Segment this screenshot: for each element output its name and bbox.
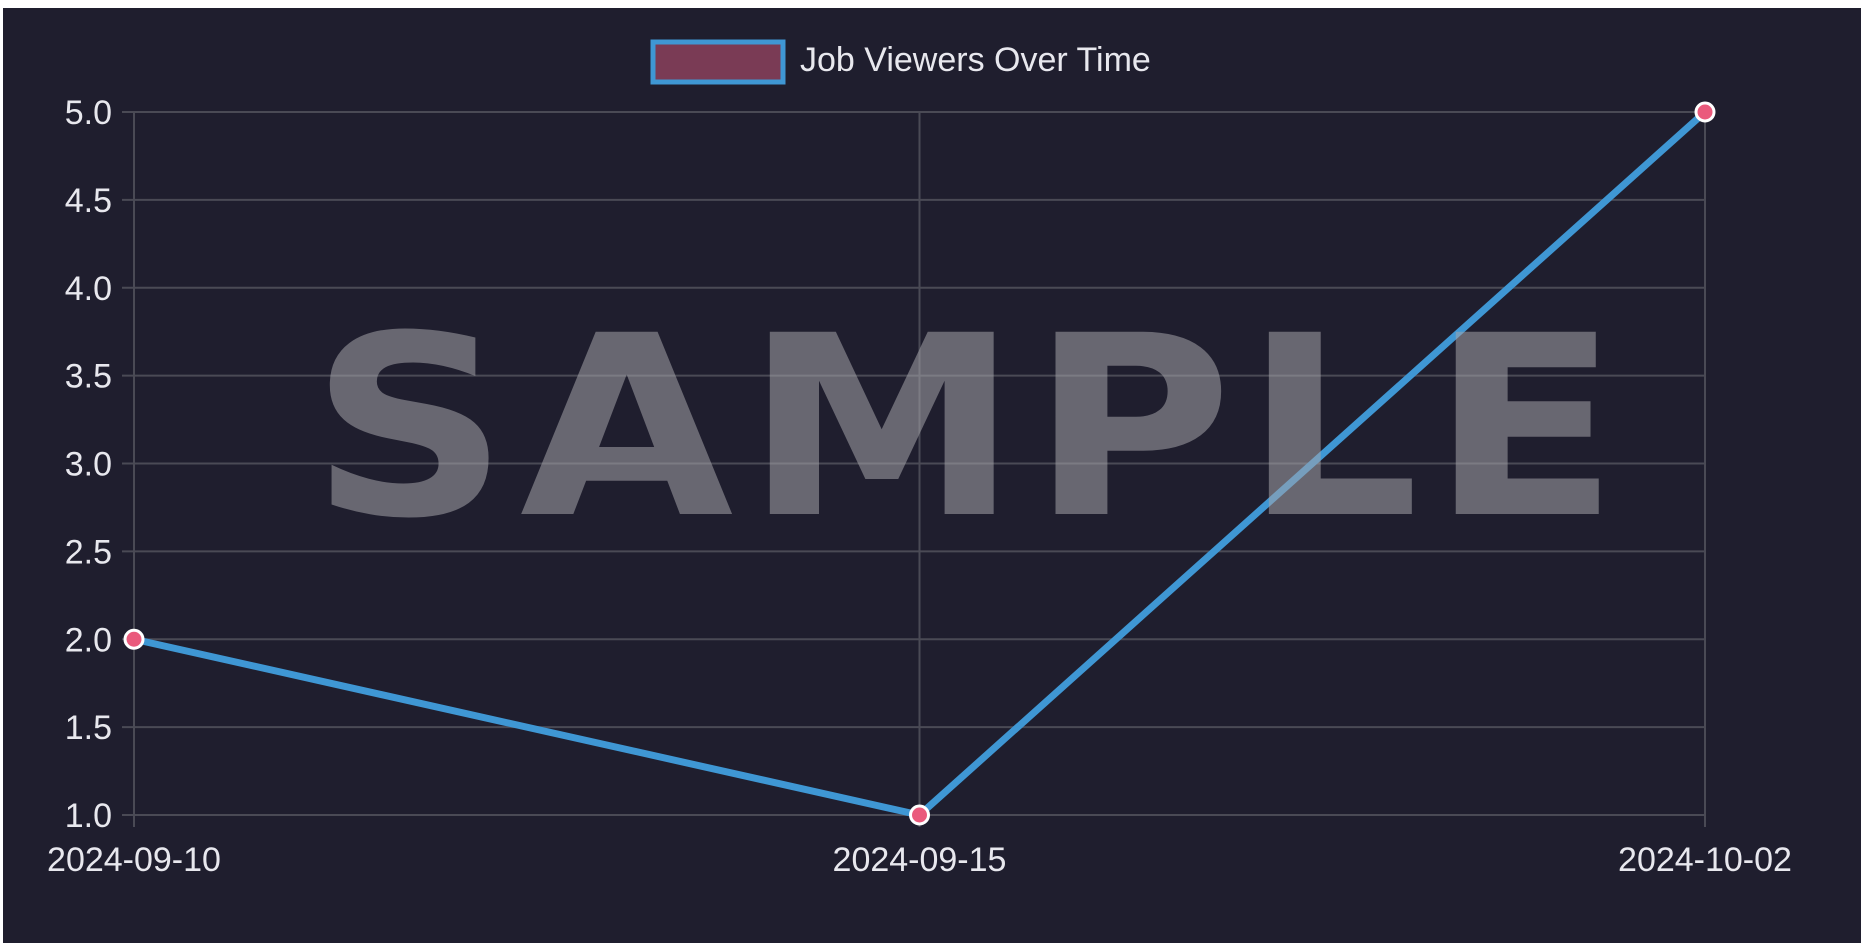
y-tick-label: 1.0 <box>65 797 112 835</box>
x-tick-label: 2024-09-15 <box>833 841 1007 879</box>
x-tick-label: 2024-09-10 <box>47 841 221 879</box>
watermark-text: SAMPLE <box>310 282 1630 573</box>
y-tick-label: 5.0 <box>65 94 112 132</box>
legend-swatch[interactable] <box>650 39 786 85</box>
y-tick-label: 2.5 <box>65 533 112 571</box>
data-point <box>123 628 145 650</box>
series-layer <box>123 101 1716 826</box>
y-tick-label: 2.0 <box>65 621 112 659</box>
data-point <box>1694 101 1716 123</box>
legend[interactable]: Job Viewers Over Time <box>650 39 1151 85</box>
y-tick-label: 4.5 <box>65 182 112 220</box>
y-axis-ticks: 1.0 1.5 2.0 2.5 3.0 3.5 4.0 4.5 5.0 <box>65 94 112 835</box>
chart-background <box>3 8 1861 943</box>
y-tick-label: 1.5 <box>65 709 112 747</box>
x-axis-ticks: 2024-09-10 2024-09-15 2024-10-02 <box>47 841 1792 879</box>
y-tick-label: 3.0 <box>65 446 112 484</box>
y-tick-label: 3.5 <box>65 358 112 396</box>
grid-layer <box>122 111 1706 827</box>
data-point <box>909 804 930 826</box>
legend-label[interactable]: Job Viewers Over Time <box>800 41 1151 79</box>
x-tick-label: 2024-10-02 <box>1618 841 1792 879</box>
y-tick-label: 4.0 <box>65 270 112 308</box>
